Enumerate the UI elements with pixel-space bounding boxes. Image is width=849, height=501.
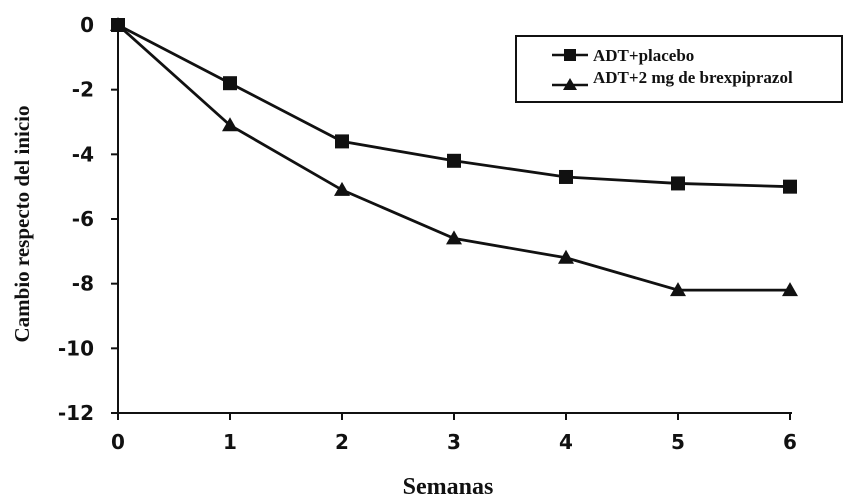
- data-point-placebo: [223, 76, 237, 91]
- data-point-brexpiprazol: [334, 181, 350, 196]
- data-point-brexpiprazol: [110, 17, 126, 31]
- x-tick-label: 3: [447, 430, 461, 454]
- x-tick-label: 4: [559, 430, 573, 454]
- x-tick-label: 0: [111, 430, 125, 454]
- data-point-brexpiprazol: [222, 117, 238, 132]
- x-axis-label: Semanas: [403, 474, 494, 500]
- x-tick-label: 6: [783, 430, 797, 454]
- x-tick-label: 5: [671, 430, 685, 454]
- y-tick-label: -6: [72, 207, 94, 231]
- series-group: [110, 17, 798, 297]
- x-tick-label: 2: [335, 430, 349, 454]
- data-point-brexpiprazol: [558, 249, 574, 264]
- y-ticks: 0 -2 -4 -6 -8 -10 -12: [58, 13, 118, 425]
- legend-triangle-marker: [563, 78, 577, 90]
- data-point-placebo: [447, 153, 461, 168]
- data-point-placebo: [335, 134, 349, 149]
- legend-square-marker: [564, 49, 576, 61]
- legend: ADT+placebo ADT+2 mg de brexpiprazol: [515, 35, 843, 103]
- y-tick-label: -4: [72, 142, 94, 166]
- data-point-brexpiprazol: [446, 230, 462, 245]
- legend-label-brexpiprazol: ADT+2 mg de brexpiprazol: [593, 68, 793, 87]
- y-tick-label: -10: [58, 336, 94, 360]
- y-tick-label: -12: [58, 401, 94, 425]
- y-tick-label: -8: [72, 272, 94, 296]
- y-axis-label: Cambio respecto del inicio: [10, 105, 34, 342]
- y-tick-label: -2: [72, 78, 94, 102]
- data-point-placebo: [559, 169, 573, 184]
- legend-box: [515, 35, 843, 103]
- y-tick-label: 0: [80, 13, 94, 37]
- legend-label-placebo: ADT+placebo: [593, 46, 694, 65]
- data-point-brexpiprazol: [670, 282, 686, 297]
- data-point-brexpiprazol: [782, 282, 798, 297]
- x-ticks: 0 1 2 3 4 5 6: [111, 413, 797, 454]
- x-tick-label: 1: [223, 430, 237, 454]
- data-point-placebo: [671, 176, 685, 191]
- data-point-placebo: [783, 179, 797, 194]
